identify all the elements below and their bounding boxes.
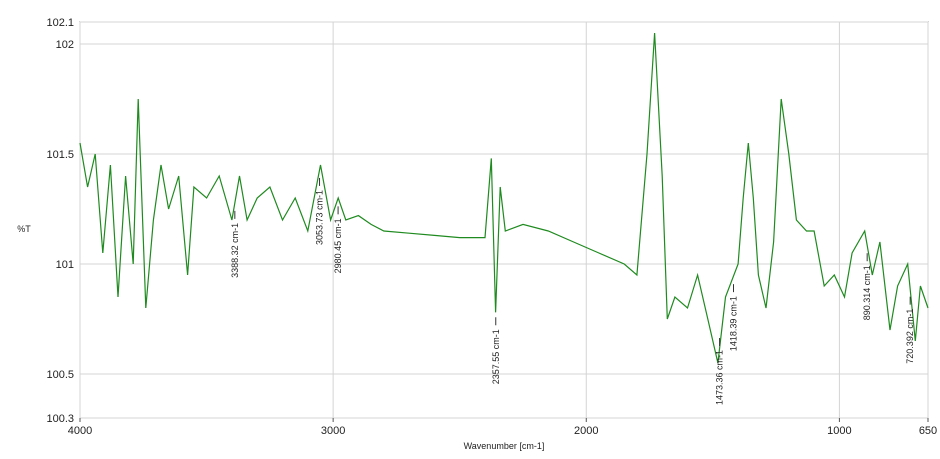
y-tick-label: 101	[56, 259, 74, 271]
annotation-label: 2357.55 cm-1	[491, 329, 501, 384]
annotation-label: 720.392 cm-1	[905, 309, 915, 364]
annotation-label: 2980.45 cm-1	[333, 218, 343, 273]
annotation-label: 890.314 cm-1	[862, 265, 872, 320]
x-tick-label: 2000	[574, 425, 598, 437]
annotation-label: 1418.39 cm-1	[728, 296, 738, 351]
y-tick-label: 102.1	[46, 17, 74, 29]
y-tick-label: 100.5	[46, 369, 74, 381]
x-tick-label: 650	[919, 425, 937, 437]
x-tick-label: 1000	[827, 425, 851, 437]
x-axis-label: Wavenumber [cm-1]	[464, 441, 545, 451]
annotation-label: 3053.73 cm-1	[315, 190, 325, 245]
x-tick-label: 4000	[68, 425, 92, 437]
y-tick-label: 102	[56, 39, 74, 51]
y-tick-label: 100.3	[46, 413, 74, 425]
x-tick-label: 3000	[321, 425, 345, 437]
y-tick-label: 101.5	[46, 149, 74, 161]
annotation-label: 1473.36 cm-1	[715, 350, 725, 405]
spectrum-line	[79, 32, 929, 364]
annotation-label: 3388.32 cm-1	[230, 223, 240, 278]
y-axis-label: %T	[17, 224, 31, 234]
